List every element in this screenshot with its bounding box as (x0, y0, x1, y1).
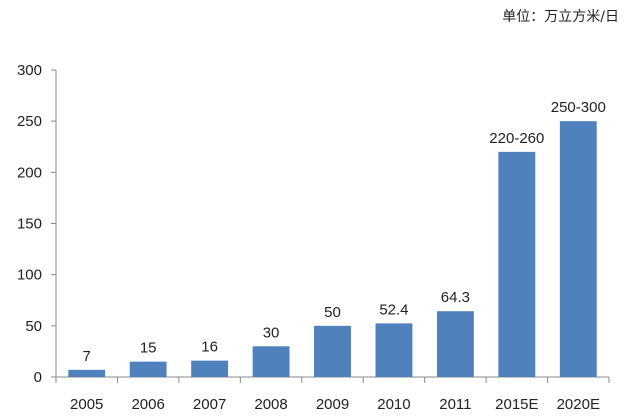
bar-2020e (559, 121, 597, 378)
data-label-2009: 50 (324, 304, 341, 321)
x-tick-label-2020e: 2020E (557, 396, 600, 413)
y-tick-label: 0 (34, 369, 42, 386)
y-tick-label: 50 (25, 318, 42, 335)
data-label-2010: 52.4 (379, 301, 408, 318)
bars (68, 121, 597, 378)
unit-note: 单位：万立方米/日 (502, 9, 619, 25)
x-tick-label-2011: 2011 (439, 396, 471, 413)
bar-2006 (129, 361, 167, 377)
bar-2010 (375, 323, 413, 377)
bar-2005 (68, 369, 106, 377)
data-label-2011: 64.3 (441, 289, 470, 306)
bar-2008 (252, 346, 290, 377)
y-tick-label: 300 (17, 62, 42, 79)
data-label-2015e: 220-260 (489, 130, 544, 147)
data-labels: 7 15 16 30 50 52.4 64.3 220-260 250-300 (83, 99, 606, 365)
x-tick-label-2005: 2005 (70, 396, 103, 413)
x-tick-label-2007: 2007 (193, 396, 226, 413)
axes: 0 50 100 150 200 250 300 2005 2006 2007 2008 2009 20… (17, 62, 610, 413)
x-tick-label-2006: 2006 (131, 396, 164, 413)
bar-2009 (314, 325, 351, 377)
bar-2011 (436, 311, 474, 377)
y-tick-label: 150 (17, 216, 42, 233)
x-tick-label-2008: 2008 (254, 396, 287, 413)
data-label-2007: 16 (201, 339, 218, 356)
data-label-2008: 30 (263, 324, 280, 341)
x-tick-label-2015e: 2015E (495, 396, 538, 413)
data-label-2020e: 250-300 (551, 99, 606, 116)
bar-2015e (498, 151, 536, 377)
y-tick-label: 200 (17, 164, 42, 181)
bar-2007 (191, 360, 229, 377)
data-label-2006: 15 (140, 340, 157, 357)
x-tick-label-2010: 2010 (377, 396, 410, 413)
x-tick-label-2009: 2009 (316, 396, 349, 413)
data-label-2005: 7 (83, 348, 91, 365)
y-tick-label: 250 (17, 113, 42, 130)
y-tick-label: 100 (17, 267, 42, 284)
